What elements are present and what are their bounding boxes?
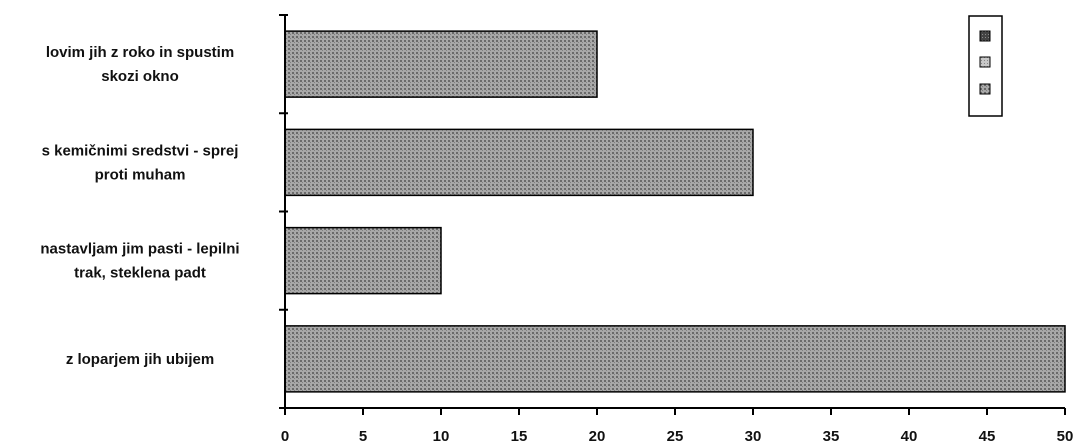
bar-1 [284, 128, 754, 197]
category-label: s kemičnimi sredstvi - sprej [42, 142, 239, 159]
axes-layer [279, 14, 1066, 415]
category-label: proti muham [95, 166, 186, 183]
legend [968, 15, 1003, 117]
legend-swatch [979, 83, 991, 95]
x-tick-label: 10 [433, 428, 450, 445]
category-label: skozi okno [101, 68, 179, 85]
legend-swatch [979, 56, 991, 68]
bar-0 [284, 30, 598, 98]
category-labels: lovim jih z roko in spustim skozi okno s k… [40, 44, 239, 368]
category-label: trak, steklena padt [74, 265, 206, 282]
legend-swatch [979, 30, 991, 42]
x-tick-label: 50 [1057, 428, 1074, 445]
x-tick-label: 25 [667, 428, 684, 445]
x-tick-label: 35 [823, 428, 840, 445]
x-tick-label: 45 [979, 428, 996, 445]
bars-layer [284, 30, 1066, 393]
bar-3 [284, 325, 1066, 393]
category-label: z loparjem jih ubijem [66, 351, 214, 368]
bar-2 [284, 226, 442, 295]
x-tick-labels: 0 5 10 15 20 25 30 35 40 45 50 [281, 428, 1074, 445]
category-label: lovim jih z roko in spustim [46, 44, 234, 61]
x-tick-label: 40 [901, 428, 918, 445]
x-tick-label: 20 [589, 428, 606, 445]
x-tick-label: 30 [745, 428, 762, 445]
x-tick-label: 5 [359, 428, 367, 445]
x-tick-label: 15 [511, 428, 528, 445]
x-tick-label: 0 [281, 428, 289, 445]
category-label: nastavljam jim pasti - lepilni [40, 241, 239, 258]
